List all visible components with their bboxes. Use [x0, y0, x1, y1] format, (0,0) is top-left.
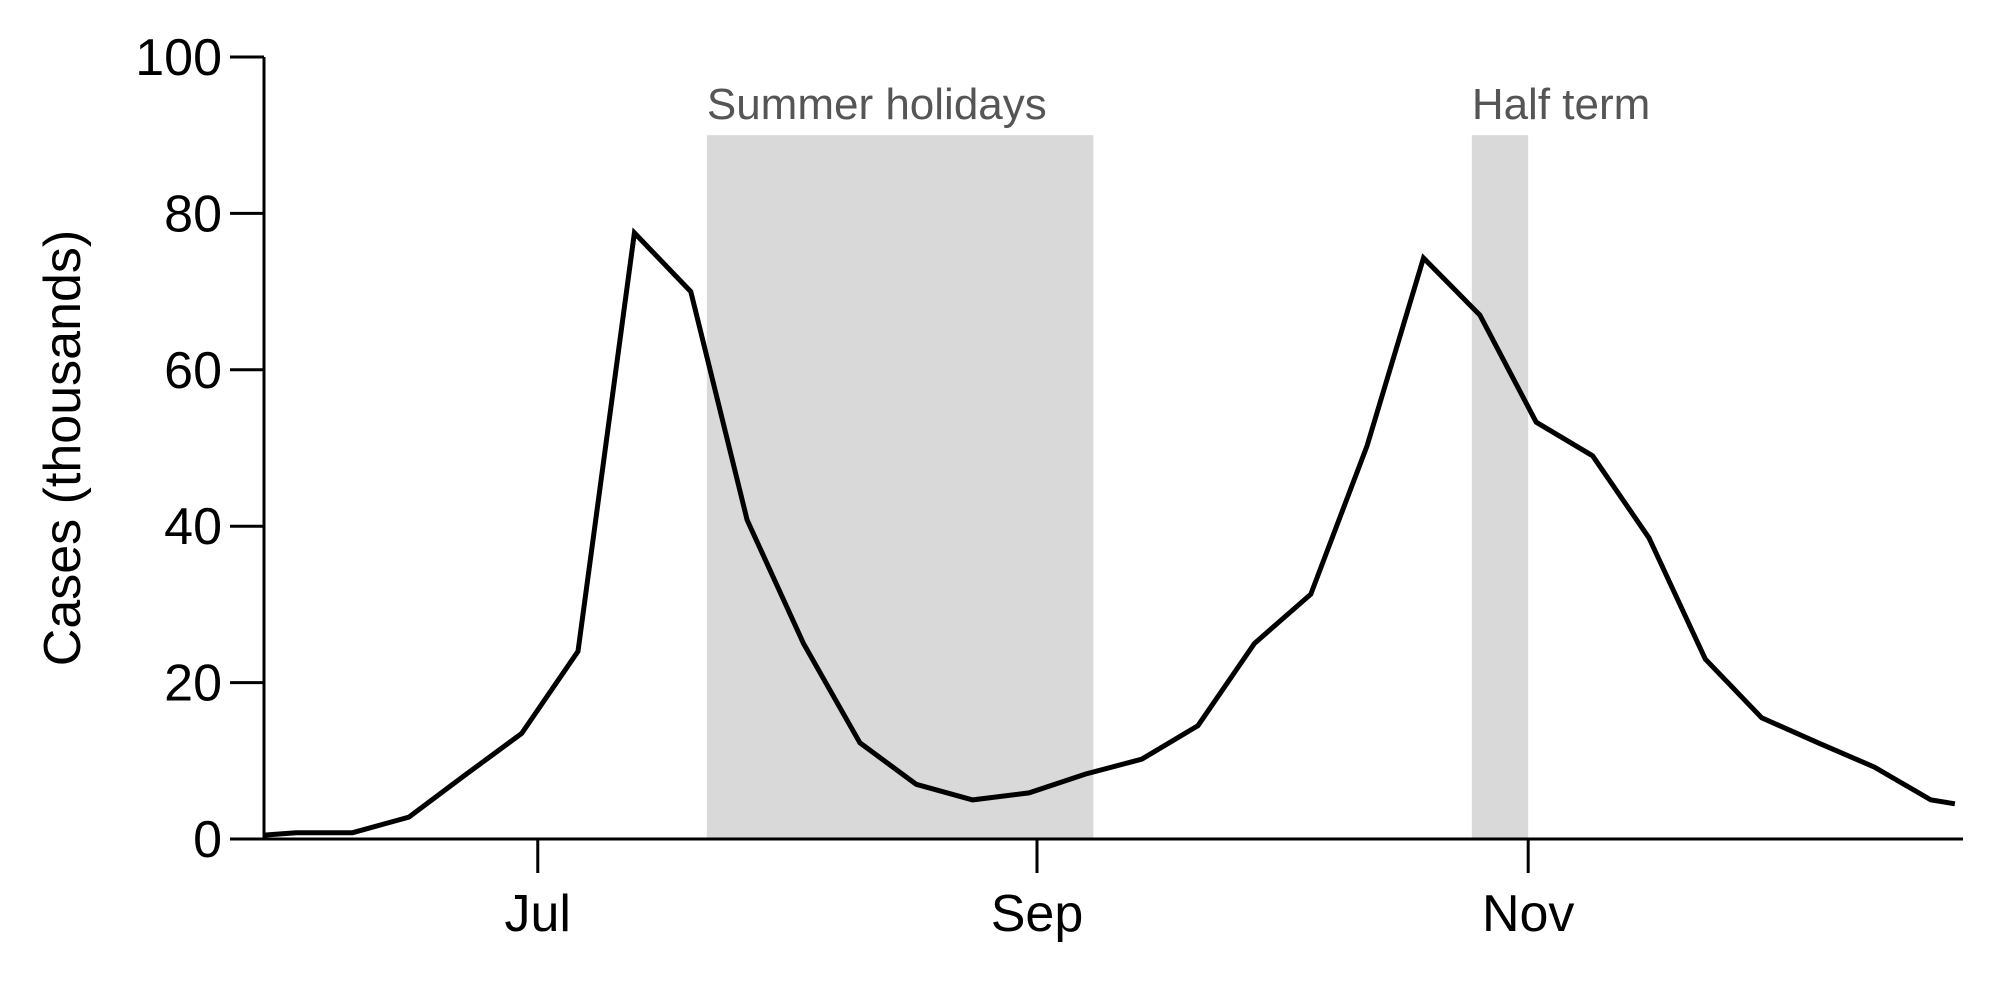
axes	[230, 55, 1963, 873]
shaded-periods	[706, 135, 1529, 839]
band-label-1: Half term	[1472, 80, 1650, 129]
y-axis-title: Cases (thousands)	[34, 230, 92, 666]
shaded-band-1	[1471, 135, 1529, 839]
y-tick-label-20: 20	[164, 655, 222, 713]
y-tick-label-40: 40	[164, 498, 222, 556]
y-tick-label-100: 100	[135, 29, 222, 87]
x-tick-label-sep: Sep	[991, 885, 1084, 943]
x-tick-label-nov: Nov	[1482, 885, 1574, 943]
y-tick-label-60: 60	[164, 342, 222, 400]
series-line-0	[263, 227, 1956, 838]
y-tick-label-80: 80	[164, 185, 222, 243]
y-tick-label-0: 0	[193, 811, 222, 869]
x-tick-label-jul: Jul	[505, 885, 571, 943]
series	[263, 227, 1956, 838]
band-label-0: Summer holidays	[707, 80, 1047, 129]
shaded-band-0	[706, 135, 1094, 839]
labels: Cases (thousands) Summer holidays Half te…	[34, 29, 1650, 943]
